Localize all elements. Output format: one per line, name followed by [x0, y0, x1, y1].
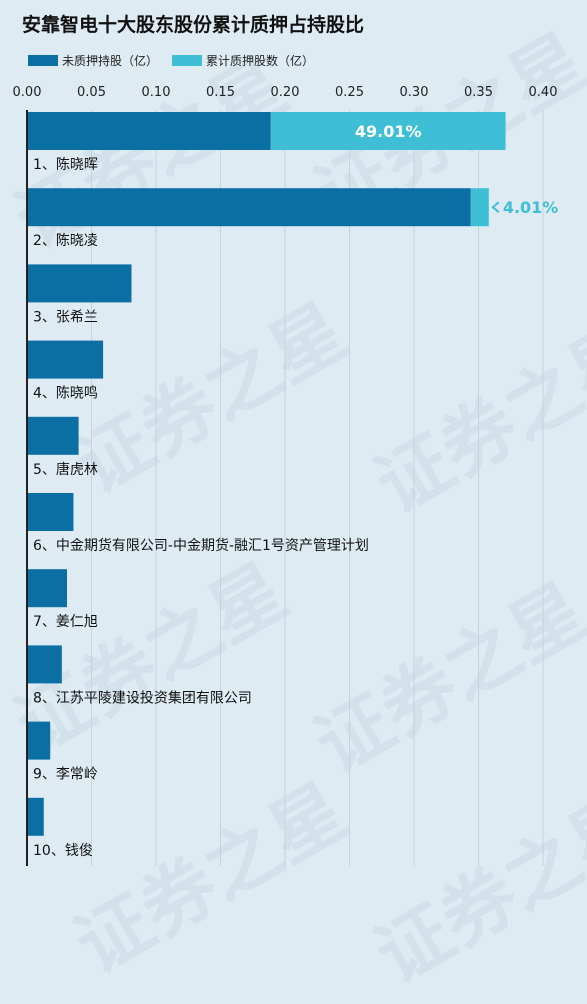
legend-item-pledged: 累计质押股数（亿） [172, 52, 314, 69]
bar-unpledged [27, 112, 271, 150]
bar-pledged [270, 112, 506, 150]
percentage-label: 4.01% [503, 198, 559, 217]
bar-unpledged [27, 645, 62, 684]
bar-unpledged [27, 188, 471, 227]
bar-unpledged [27, 721, 51, 760]
bar-unpledged [27, 569, 67, 608]
bar-unpledged [27, 416, 79, 455]
bar-chart: 0.00 0.05 0.10 0.15 0.20 0.25 0.30 0.35 0.40 1、陈晓… [13, 85, 559, 866]
legend-swatch-pledged [172, 55, 203, 66]
category-label: 4、陈晓鸣 [33, 385, 98, 402]
x-tick-label: 0.20 [271, 85, 300, 100]
category-label: 7、姜仁旭 [33, 614, 98, 630]
x-tick-label: 0.05 [77, 85, 106, 100]
category-label: 8、江苏平陵建设投资集团有限公司 [33, 689, 252, 706]
x-tick-label: 0.10 [142, 85, 171, 100]
category-label: 2、陈晓凌 [33, 232, 98, 249]
category-label: 6、中金期货有限公司-中金期货-融汇1号资产管理计划 [33, 537, 369, 554]
bar-unpledged [27, 340, 104, 379]
category-label: 5、唐虎林 [33, 461, 98, 478]
chart-title: 安靠智电十大股东股份累计质押占持股比 [22, 14, 365, 36]
legend-item-unpledged: 未质押持股（亿） [28, 52, 158, 69]
x-tick-label: 0.25 [335, 85, 364, 100]
x-tick-label: 0.00 [13, 85, 42, 100]
bar-unpledged [27, 264, 132, 303]
legend: 未质押持股（亿） 累计质押股数（亿） [28, 52, 328, 69]
category-label: 1、陈晓晖 [33, 156, 98, 173]
category-label: 9、李常岭 [33, 767, 98, 783]
bar-unpledged [27, 493, 74, 531]
legend-label-unpledged: 未质押持股（亿） [62, 54, 159, 68]
percentage-arrow [491, 201, 500, 213]
x-tick-label: 0.30 [400, 85, 429, 100]
x-tick-label: 0.15 [206, 85, 235, 100]
legend-swatch-unpledged [28, 55, 58, 66]
bar-unpledged [27, 797, 44, 836]
bar-pledged [470, 188, 489, 227]
percentage-label: 49.01% [355, 122, 422, 141]
category-label: 10、钱俊 [33, 843, 93, 859]
category-label: 3、张希兰 [33, 309, 98, 325]
x-tick-label: 0.35 [464, 85, 493, 100]
legend-label-pledged: 累计质押股数（亿） [206, 54, 315, 68]
x-tick-label: 0.40 [529, 85, 558, 100]
